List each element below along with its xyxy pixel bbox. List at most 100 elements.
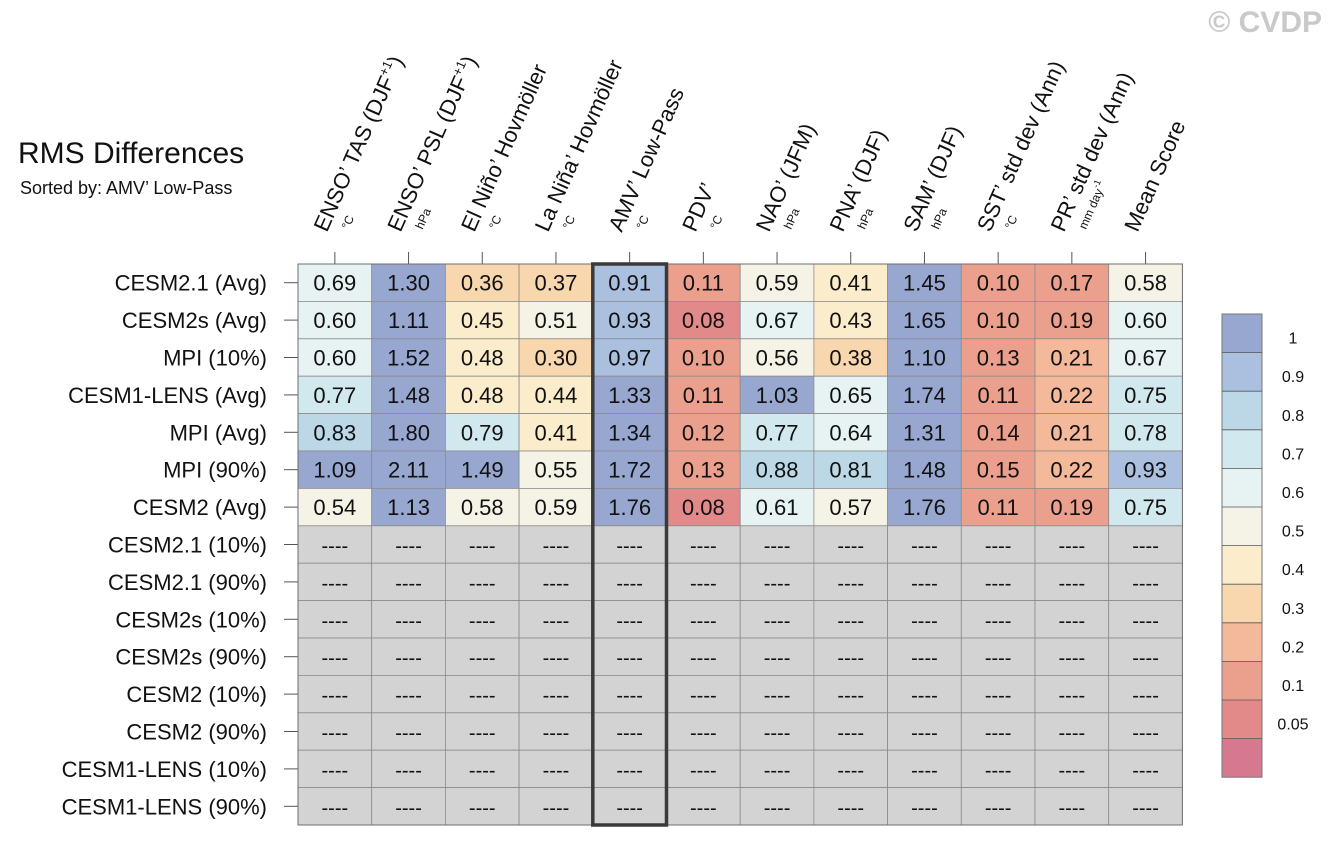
heatmap-cell — [960, 450, 1036, 489]
row-label: CESM1-LENS (90%) — [62, 794, 267, 819]
column-unit-text: °C — [339, 213, 357, 231]
column-label-text: ENSO’ TAS (DJF — [309, 72, 400, 235]
cell-value-label: ---- — [690, 797, 717, 819]
cell-value-label: 0.21 — [1050, 346, 1093, 371]
heatmap-cell — [371, 637, 446, 676]
column-unit: °C — [339, 213, 357, 231]
cell-value-label: ---- — [322, 760, 349, 782]
cell-value-label: ---- — [469, 610, 496, 632]
cell-value-label: 0.12 — [682, 420, 725, 445]
cell-value-label: ---- — [764, 760, 791, 782]
heatmap-cell — [518, 413, 594, 452]
heatmap-cell — [518, 600, 594, 639]
cell-value-label: 0.75 — [1124, 383, 1167, 408]
heatmap-cell — [887, 525, 962, 564]
cell-value-label: ---- — [1132, 685, 1159, 707]
cell-value-label: ---- — [985, 685, 1012, 707]
heatmap-cell — [444, 600, 520, 639]
cell-value-label: 0.91 — [608, 271, 651, 296]
colorbar-swatch — [1222, 391, 1262, 430]
cell-value-label: ---- — [837, 536, 864, 558]
heatmap-cell — [739, 413, 815, 452]
heatmap-cell — [739, 675, 815, 714]
heatmap-cell — [371, 787, 446, 826]
cell-value-label: ---- — [911, 648, 938, 670]
heatmap-cell — [592, 338, 667, 377]
heatmap-cell — [1108, 413, 1183, 452]
cell-value-label: 2.11 — [388, 458, 429, 483]
heatmap-cell — [813, 487, 889, 527]
cell-value-label: 0.60 — [313, 308, 356, 333]
heatmap-cell — [666, 712, 741, 751]
cell-value-label: 0.14 — [977, 420, 1020, 445]
cell-value-label: 0.37 — [535, 271, 578, 296]
cell-value-label: ---- — [469, 648, 496, 670]
cell-value-label: 0.78 — [1124, 420, 1167, 445]
column-unit: °C — [634, 213, 652, 231]
cell-value-label: 0.10 — [977, 308, 1020, 333]
cell-value-label: ---- — [543, 648, 570, 670]
cell-value-label: 1.34 — [608, 420, 651, 445]
cell-value-label: 0.15 — [977, 458, 1020, 483]
heatmap-cell — [813, 263, 889, 302]
row-label: CESM2s (90%) — [115, 645, 267, 670]
cell-value-label: 0.13 — [977, 346, 1020, 371]
cell-value-label: ---- — [837, 610, 864, 632]
row-label: CESM2 (90%) — [126, 720, 267, 745]
cell-value-label: 0.36 — [461, 271, 504, 296]
heatmap-cell — [592, 712, 667, 751]
cell-value-label: ---- — [1059, 610, 1086, 632]
cell-value-label: 0.81 — [829, 458, 872, 483]
cell-value-label: ---- — [1132, 797, 1159, 819]
cell-value-label: ---- — [395, 536, 422, 558]
cell-value-label: 0.08 — [682, 308, 725, 333]
cell-value-label: ---- — [469, 723, 496, 745]
heatmap-cells: 0.69 1.30 0.36 0.37 0.91 0.11 0.59 0.41 1.45 0.10… — [297, 262, 1183, 827]
cell-value-label: 1.76 — [903, 495, 946, 520]
heatmap-cell — [518, 749, 594, 789]
cell-value-label: ---- — [690, 685, 717, 707]
heatmap-cell — [813, 300, 889, 340]
cell-value-label: ---- — [616, 797, 643, 819]
heatmap-cell — [371, 263, 446, 302]
heatmap-cell — [371, 749, 446, 789]
heatmap-cell — [518, 450, 594, 489]
heatmap-cell — [887, 487, 962, 527]
colorbar-swatch — [1222, 545, 1262, 585]
cell-value-label: 0.69 — [313, 271, 356, 296]
cell-value-label: ---- — [690, 573, 717, 595]
row-label: MPI (90%) — [163, 458, 267, 483]
grid-border — [297, 263, 1183, 826]
cell-value-label: 0.75 — [1124, 495, 1167, 520]
column-label: Mean Score — [1119, 116, 1190, 235]
cell-value-label: ---- — [543, 723, 570, 745]
heatmap-cell — [297, 375, 373, 415]
colorbar-swatch — [1222, 661, 1262, 700]
colorbar-label: 0.5 — [1282, 524, 1304, 541]
cell-value-label: 0.58 — [461, 495, 504, 520]
heatmap-cell — [666, 562, 741, 602]
cell-value-label: 0.58 — [1124, 271, 1167, 296]
heatmap-cell — [1034, 675, 1110, 714]
chart-subtitle: Sorted by: AMV’ Low-Pass — [20, 178, 232, 198]
cell-value-label: 0.41 — [535, 420, 578, 445]
row-label: MPI (10%) — [163, 346, 267, 371]
cell-value-label: ---- — [837, 760, 864, 782]
heatmap-cell — [444, 525, 520, 564]
heatmap-cell — [592, 450, 667, 489]
heatmap-cell — [1034, 637, 1110, 676]
cell-value-label: ---- — [764, 536, 791, 558]
heatmap-cell — [813, 749, 889, 789]
row-label: CESM2 (10%) — [126, 682, 267, 707]
row-label: CESM1-LENS (Avg) — [68, 383, 267, 408]
cell-value-label: 0.65 — [829, 383, 872, 408]
cell-value-label: 1.48 — [903, 458, 946, 483]
cell-value-label: ---- — [469, 797, 496, 819]
heatmap-cell — [297, 675, 373, 714]
heatmap-cell — [666, 375, 741, 415]
column-unit-text: °C — [560, 213, 578, 231]
heatmap-cell — [887, 637, 962, 676]
cell-value-label: ---- — [985, 760, 1012, 782]
heatmap-cell — [518, 338, 594, 377]
cell-value-label: 1.09 — [313, 458, 356, 483]
